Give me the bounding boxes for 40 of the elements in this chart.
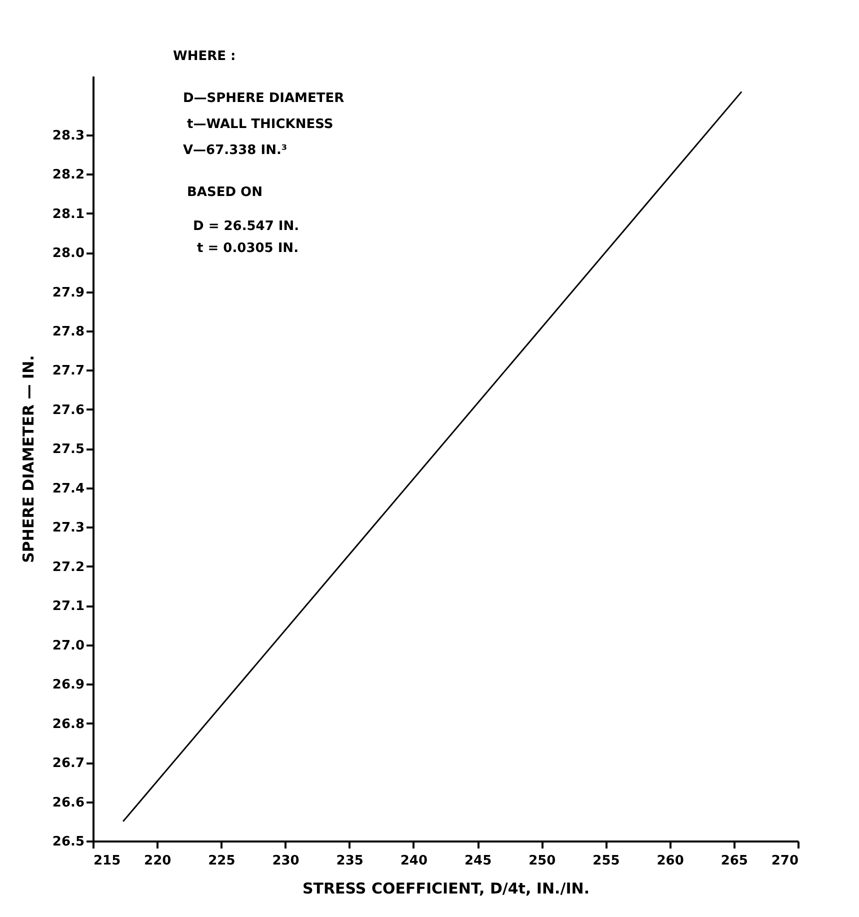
y-tick-label: 28.1 (52, 206, 84, 222)
x-tick-label: 235 (336, 854, 364, 868)
x-tick-label: 260 (656, 854, 684, 868)
annotation: t = 0.0305 IN. (197, 241, 299, 256)
y-tick-label: 27.2 (52, 560, 84, 575)
annotation: t—WALL THICKNESS (187, 117, 334, 132)
y-tick-label: 26.9 (52, 678, 84, 693)
y-tick-label: 27.5 (52, 442, 84, 458)
x-tick-label: 220 (144, 854, 172, 868)
x-tick-label: 255 (592, 854, 620, 868)
y-tick-label: 27.7 (52, 364, 84, 379)
annotation: V—67.338 IN.³ (183, 143, 288, 158)
y-tick-label: 27.3 (52, 520, 84, 536)
annotation: D—SPHERE DIAMETER (183, 91, 344, 106)
x-tick-label: 240 (400, 854, 428, 868)
y-tick-label: 27.8 (52, 324, 84, 340)
x-tick-label: 230 (272, 854, 300, 868)
x-tick-label: 225 (208, 854, 236, 868)
x-tick-label: 245 (464, 854, 492, 868)
text: WHERE : (173, 49, 236, 64)
x-tick-label: 215 (94, 854, 121, 868)
y-tick-label: 27.4 (52, 481, 84, 496)
x-tick-label: 265 (720, 854, 748, 868)
y-tick-label: 26.8 (52, 716, 84, 732)
y-tick-label: 27.6 (52, 402, 84, 418)
y-tick-label: 28.3 (52, 128, 84, 144)
annotation: D = 26.547 IN. (193, 219, 300, 234)
x-tick-label: 270 (771, 854, 798, 868)
y-tick-label: 26.7 (52, 756, 84, 772)
y-tick-label: 27.1 (52, 599, 84, 614)
y-tick-label: 26.5 (52, 834, 84, 850)
annotation: BASED ON (187, 185, 262, 200)
y-axis-title: SPHERE DIAMETER — IN. (19, 355, 38, 563)
y-tick-label: 27.0 (52, 638, 84, 654)
x-tick-label: 250 (528, 854, 556, 868)
y-tick-label: 27.9 (52, 285, 84, 300)
y-tick-label: 28.0 (52, 246, 84, 262)
x-axis-title: STRESS COEFFICIENT, D/4t, IN./IN. (302, 880, 590, 898)
y-tick-label: 26.6 (52, 795, 84, 810)
y-tick-label: 28.2 (52, 168, 84, 183)
